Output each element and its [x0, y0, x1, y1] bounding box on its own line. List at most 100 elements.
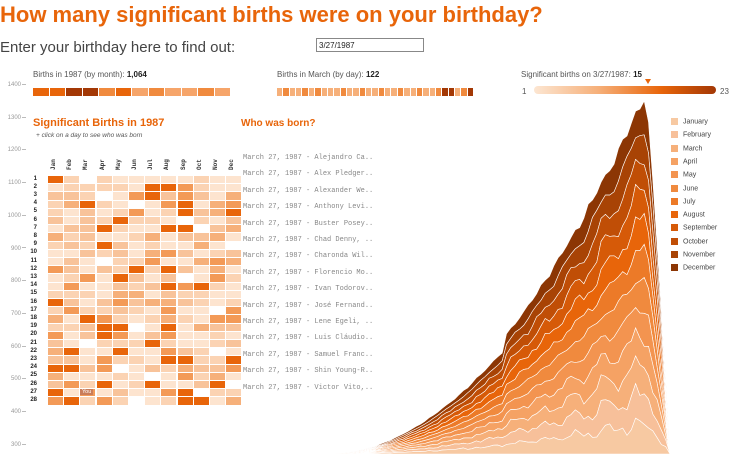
calendar-day-cell[interactable] [79, 191, 97, 202]
calendar-day-cell[interactable] [144, 396, 162, 407]
calendar-day-cell[interactable] [225, 248, 243, 259]
calendar-day-cell[interactable] [225, 273, 243, 284]
month-strip-segment[interactable] [148, 88, 165, 96]
calendar-day-cell[interactable] [144, 273, 162, 284]
calendar-day-cell[interactable] [79, 265, 97, 276]
day-strip-segment[interactable] [302, 88, 309, 96]
calendar-day-cell[interactable] [63, 232, 81, 243]
calendar-day-cell[interactable] [47, 380, 64, 390]
calendar-day-cell[interactable] [79, 380, 97, 390]
calendar-day-cell[interactable] [95, 191, 113, 202]
calendar-day-cell[interactable] [225, 216, 243, 226]
calendar-day-cell[interactable] [176, 380, 194, 390]
calendar-day-cell[interactable] [209, 265, 226, 276]
calendar-day-cell[interactable] [111, 248, 129, 259]
calendar-day-cell[interactable] [160, 289, 178, 300]
calendar-day-cell[interactable] [144, 339, 162, 349]
calendar-day-cell[interactable] [209, 314, 226, 325]
calendar-day-cell[interactable] [79, 289, 97, 300]
month-strip-segment[interactable] [115, 88, 132, 96]
calendar-day-cell[interactable] [209, 273, 226, 284]
calendar-day-cell[interactable] [225, 191, 243, 202]
day-strip-segment[interactable] [283, 88, 290, 96]
calendar-day-cell[interactable] [111, 216, 129, 226]
calendar-day-cell[interactable] [128, 396, 145, 407]
calendar-day-cell[interactable] [225, 289, 243, 300]
calendar-day-cell[interactable] [192, 289, 210, 300]
calendar-day-cell[interactable] [128, 207, 145, 218]
calendar-day-cell[interactable] [95, 216, 113, 226]
born-person-row[interactable]: March 27, 1987 - Florencio Mo.. [243, 268, 374, 277]
born-person-row[interactable]: March 27, 1987 - Chad Denny, .. [243, 236, 374, 244]
day-strip-segment[interactable] [289, 88, 297, 96]
calendar-day-cell[interactable] [128, 240, 145, 251]
calendar-day-cell[interactable] [47, 355, 64, 366]
calendar-day-cell[interactable] [225, 224, 243, 235]
calendar-day-cell[interactable] [192, 396, 210, 407]
calendar-day-cell[interactable] [63, 240, 81, 251]
calendar-day-cell[interactable] [225, 355, 243, 366]
calendar-day-cell[interactable] [111, 298, 129, 308]
calendar-day-cell[interactable] [47, 306, 64, 317]
calendar-day-cell[interactable] [176, 273, 194, 284]
calendar-day-cell[interactable] [128, 273, 145, 284]
calendar-day-cell[interactable] [192, 224, 210, 235]
calendar-day-cell[interactable] [111, 273, 129, 284]
calendar-day-cell[interactable] [160, 306, 178, 317]
calendar-day-cell[interactable] [225, 339, 243, 349]
calendar-day-cell[interactable] [47, 396, 64, 407]
calendar-day-cell[interactable] [128, 265, 145, 276]
calendar-day-cell[interactable] [95, 339, 113, 349]
calendar-day-cell[interactable] [144, 388, 162, 399]
calendar-day-cell[interactable] [209, 175, 226, 185]
calendar-day-cell[interactable] [176, 347, 194, 358]
calendar-day-cell[interactable] [192, 322, 210, 333]
calendar-day-cell[interactable] [160, 363, 178, 374]
calendar-day-cell[interactable] [95, 330, 113, 341]
calendar-day-cell[interactable] [79, 224, 97, 235]
calendar-day-cell[interactable] [192, 216, 210, 226]
calendar-day-cell[interactable] [209, 363, 226, 374]
calendar-day-cell[interactable] [176, 257, 194, 267]
calendar-day-cell[interactable] [128, 355, 145, 366]
month-strip-segment[interactable] [165, 88, 182, 96]
calendar-day-cell[interactable] [144, 380, 162, 390]
calendar-day-cell[interactable] [111, 240, 129, 251]
calendar-day-cell[interactable] [63, 183, 81, 194]
calendar-day-cell[interactable] [225, 265, 243, 276]
calendar-day-cell[interactable] [47, 298, 64, 308]
born-person-row[interactable]: March 27, 1987 - José Fernand.. [243, 301, 374, 310]
calendar-day-cell[interactable] [47, 330, 64, 341]
calendar-day-cell[interactable] [79, 281, 97, 292]
calendar-day-cell[interactable] [225, 240, 243, 251]
month-strip-segment[interactable] [181, 88, 198, 96]
calendar-day-cell[interactable] [95, 175, 113, 185]
calendar-day-cell[interactable] [176, 330, 194, 341]
calendar-day-cell[interactable] [95, 273, 113, 284]
born-person-row[interactable]: March 27, 1987 - Shin Young-R.. [243, 367, 374, 376]
calendar-day-cell[interactable] [79, 371, 97, 382]
calendar-day-cell[interactable] [160, 273, 178, 284]
month-strip-segment[interactable] [214, 88, 231, 96]
calendar-day-cell[interactable] [176, 232, 194, 243]
calendar-day-cell[interactable] [95, 306, 113, 317]
calendar-day-cell[interactable] [111, 207, 129, 218]
calendar-day-cell[interactable] [225, 314, 243, 325]
calendar-day-cell[interactable] [209, 191, 226, 202]
calendar-day-cell[interactable] [144, 347, 162, 358]
day-strip-segment[interactable] [315, 88, 322, 96]
calendar-day-cell[interactable] [160, 175, 178, 185]
calendar-day-cell[interactable] [225, 199, 243, 210]
calendar-day-cell[interactable] [144, 224, 162, 235]
calendar-day-cell[interactable] [47, 199, 64, 210]
calendar-day-cell[interactable] [225, 371, 243, 382]
calendar-day-cell[interactable] [47, 224, 64, 235]
calendar-day-cell[interactable] [95, 224, 113, 235]
calendar-day-cell[interactable] [144, 232, 162, 243]
calendar-day-cell[interactable] [63, 322, 81, 333]
calendar-day-cell[interactable] [47, 281, 64, 292]
calendar-day-cell[interactable] [176, 298, 194, 308]
calendar-day-cell[interactable] [128, 289, 145, 300]
calendar-day-cell[interactable] [95, 322, 113, 333]
calendar-day-cell[interactable] [192, 388, 210, 399]
